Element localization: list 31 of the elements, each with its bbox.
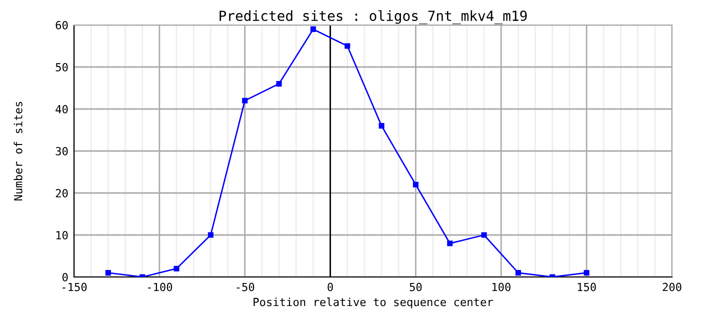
y-axis-title: Number of sites <box>14 102 22 200</box>
point <box>412 182 418 188</box>
point <box>515 270 522 276</box>
x-tick-label: -50 <box>236 282 254 292</box>
y-tick-label: 30 <box>56 147 68 156</box>
y-tick-label: 10 <box>56 231 68 240</box>
y-tick-label: 20 <box>56 189 68 198</box>
x-tick-label: 0 <box>328 282 333 292</box>
x-tick-label: 50 <box>410 282 422 292</box>
y-tick-label: 0 <box>62 273 68 282</box>
point <box>105 270 111 276</box>
x-tick-label: 150 <box>578 282 596 292</box>
point <box>174 266 180 272</box>
point <box>447 240 453 246</box>
point <box>242 98 248 104</box>
chart-title: Predicted sites : oligos_7nt_mkv4_m19 <box>220 10 527 24</box>
y-tick-label: 40 <box>56 105 68 114</box>
y-tick-label: 50 <box>56 63 68 72</box>
point <box>378 123 384 129</box>
x-tick-label: -100 <box>148 282 172 292</box>
point <box>584 270 590 276</box>
point <box>276 81 282 87</box>
x-tick-label: -150 <box>62 282 87 292</box>
y-tick-label: 60 <box>56 21 68 30</box>
x-tick-label: 200 <box>662 282 682 292</box>
x-axis-title: Position relative to sequence center <box>254 298 493 308</box>
point <box>310 26 316 32</box>
point <box>344 43 350 49</box>
point <box>481 232 487 238</box>
point <box>208 232 214 238</box>
x-tick-label: 100 <box>492 282 510 292</box>
